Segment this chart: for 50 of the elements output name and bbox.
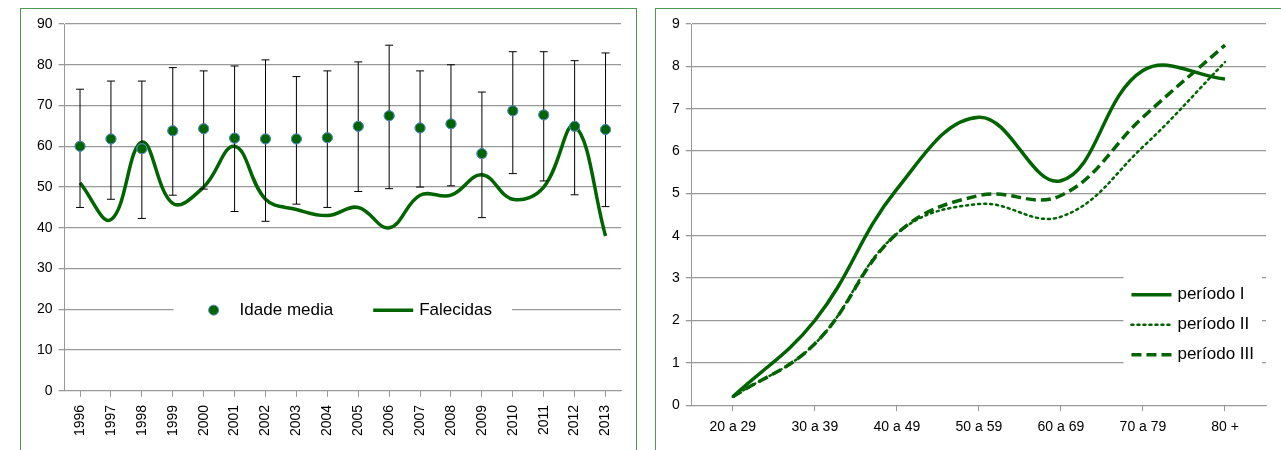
x-tick-label: 2009: [472, 404, 489, 437]
y-tick-label: 90: [36, 14, 53, 31]
y-tick-label: 60: [36, 137, 53, 154]
x-tick-label: 1997: [101, 404, 118, 437]
legend-label: período III: [1177, 344, 1255, 364]
y-tick-label: 2: [671, 311, 680, 328]
x-tick-label: 2012: [565, 404, 582, 437]
x-tick-label: 2002: [256, 404, 273, 437]
x-tick-label: 1999: [163, 404, 180, 437]
y-tick-label: 20: [36, 300, 53, 317]
legend-label: Idade media: [239, 299, 334, 319]
x-tick-label: 40 a 49: [873, 418, 921, 435]
x-tick-label: 20 a 29: [709, 418, 757, 435]
x-tick-label: 2000: [194, 404, 211, 437]
x-tick-label: 50 a 59: [955, 418, 1003, 435]
x-tick-label: 80 +: [1211, 418, 1239, 435]
y-tick-label: 7: [671, 99, 680, 116]
y-tick-label: 8: [671, 57, 680, 74]
x-tick-label: 2013: [596, 404, 613, 437]
x-tick-label: 2003: [287, 404, 304, 437]
x-tick-label: 1998: [132, 404, 149, 437]
x-tick-label: 2008: [441, 404, 458, 437]
x-tick-label: 1996: [70, 404, 87, 437]
y-tick-label: 50: [36, 177, 53, 194]
y-tick-label: 9: [671, 14, 680, 31]
legend-label: período II: [1177, 314, 1250, 334]
x-tick-label: 60 a 69: [1037, 418, 1085, 435]
y-tick-label: 70: [36, 96, 53, 113]
y-tick-label: 5: [671, 184, 680, 201]
legend-label: Falecidas: [419, 299, 492, 319]
x-tick-label: 2005: [349, 404, 366, 437]
y-tick-label: 80: [36, 55, 53, 72]
legend-label: período I: [1177, 284, 1245, 304]
x-tick-label: 2007: [410, 404, 427, 437]
y-tick-label: 10: [36, 340, 53, 357]
y-tick-label: 0: [671, 396, 680, 413]
x-tick-label: 2010: [503, 404, 520, 437]
y-tick-label: 3: [671, 268, 680, 285]
x-tick-label: 2006: [380, 404, 397, 437]
y-tick-label: 4: [671, 226, 680, 243]
y-tick-label: 1: [671, 353, 680, 370]
y-tick-label: 6: [671, 141, 680, 158]
y-tick-label: 0: [44, 381, 53, 398]
y-tick-label: 30: [36, 259, 53, 276]
x-tick-label: 2004: [318, 404, 335, 437]
x-tick-label: 2011: [534, 404, 551, 435]
x-tick-label: 2001: [225, 404, 242, 437]
y-tick-label: 40: [36, 218, 53, 235]
x-tick-label: 70 a 79: [1119, 418, 1167, 435]
x-tick-label: 30 a 39: [791, 418, 839, 435]
